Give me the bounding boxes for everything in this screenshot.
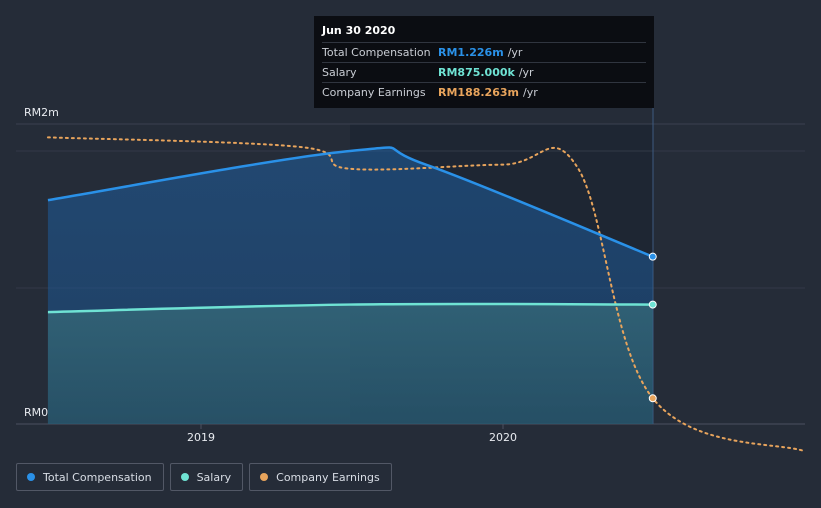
tooltip-row-total-compensation: Total Compensation RM1.226m /yr bbox=[322, 43, 646, 63]
tooltip-date: Jun 30 2020 bbox=[322, 24, 646, 43]
legend-dot-icon bbox=[260, 473, 269, 481]
y-axis-max-label: RM2m bbox=[24, 106, 59, 119]
salary-area bbox=[47, 303, 653, 424]
tooltip-label: Total Compensation bbox=[322, 46, 431, 59]
tooltip-unit: /yr bbox=[522, 86, 538, 99]
tooltip-row-salary: Salary RM875.000k /yr bbox=[322, 63, 646, 83]
chart-tooltip: Jun 30 2020 Total Compensation RM1.226m … bbox=[314, 16, 654, 108]
x-tick-label-2020: 2020 bbox=[489, 431, 517, 444]
tooltip-value: RM188.263m bbox=[438, 86, 519, 99]
tooltip-value: RM1.226m bbox=[438, 46, 504, 59]
total-compensation-line bbox=[47, 146, 654, 258]
tooltip-unit: /yr bbox=[518, 66, 534, 79]
legend-item-company-earnings[interactable]: Company Earnings bbox=[249, 463, 392, 491]
tooltip-row-company-earnings: Company Earnings RM188.263m /yr bbox=[322, 83, 646, 102]
tooltip-unit: /yr bbox=[507, 46, 523, 59]
tooltip-value: RM875.000k bbox=[438, 66, 515, 79]
legend-item-total-compensation[interactable]: Total Compensation bbox=[16, 463, 164, 491]
salary-marker[interactable] bbox=[648, 300, 657, 309]
tooltip-label: Company Earnings bbox=[322, 86, 426, 99]
x-tick-label-2019: 2019 bbox=[187, 431, 215, 444]
legend-label: Total Compensation bbox=[43, 470, 152, 484]
y-axis-min-label: RM0 bbox=[24, 406, 48, 419]
legend-dot-icon bbox=[27, 473, 35, 481]
company-earnings-marker[interactable] bbox=[648, 394, 657, 403]
legend-label: Salary bbox=[196, 470, 232, 484]
tooltip-label: Salary bbox=[322, 66, 357, 79]
total-compensation-marker[interactable] bbox=[648, 252, 657, 261]
legend-label: Company Earnings bbox=[276, 470, 380, 484]
legend-item-salary[interactable]: Salary bbox=[169, 463, 244, 491]
salary-line bbox=[47, 302, 653, 314]
chart-legend: Total Compensation Salary Company Earnin… bbox=[16, 463, 392, 491]
legend-dot-icon bbox=[180, 473, 189, 481]
